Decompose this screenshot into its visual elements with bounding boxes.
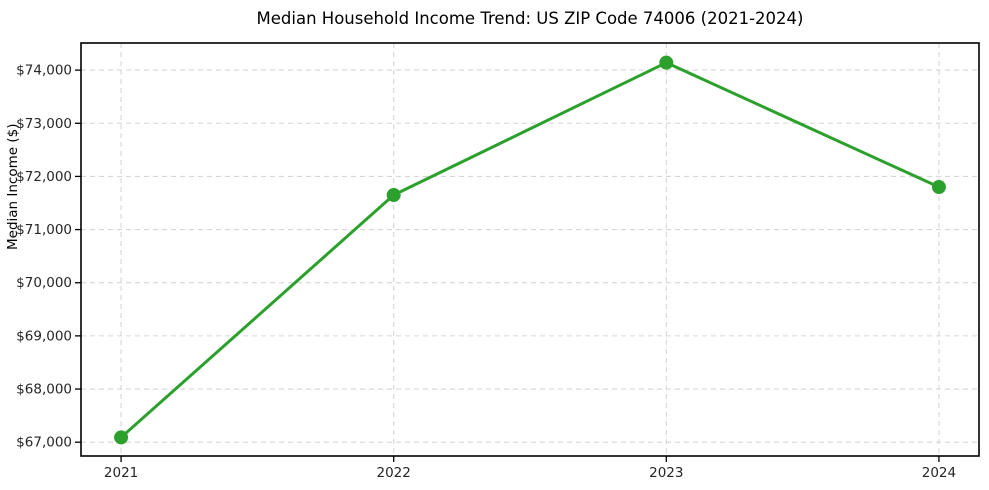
- x-tick-label: 2024: [922, 465, 956, 481]
- y-tick-label: $68,000: [16, 382, 72, 398]
- plot-frame: [80, 42, 980, 457]
- data-point-marker: [659, 55, 674, 70]
- x-tick-label: 2021: [104, 465, 138, 481]
- y-tick-label: $71,000: [16, 222, 72, 238]
- y-tick-label: $74,000: [16, 63, 72, 79]
- x-tick-label: 2023: [649, 465, 683, 481]
- data-point-marker: [386, 188, 401, 203]
- axis-ticks: [75, 69, 940, 462]
- y-tick-label: $69,000: [16, 328, 72, 344]
- data-point-marker: [114, 430, 129, 445]
- gridlines: [81, 43, 979, 456]
- x-tick-label: 2022: [377, 465, 411, 481]
- data-point-marker: [931, 180, 946, 195]
- y-tick-label: $72,000: [16, 169, 72, 185]
- y-tick-label: $67,000: [16, 435, 72, 451]
- axis-tick-labels: $67,000 $68,000 $69,000 $70,000 $71,000 $72,0…: [16, 63, 956, 481]
- chart-title: Median Household Income Trend: US ZIP Co…: [256, 9, 804, 28]
- series-line: [119, 61, 941, 439]
- y-tick-label: $70,000: [16, 275, 72, 291]
- y-tick-label: $73,000: [16, 116, 72, 132]
